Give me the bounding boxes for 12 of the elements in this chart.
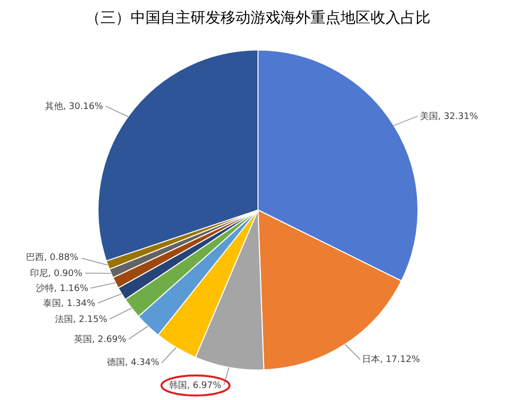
slice-label: 韩国, 6.97% (169, 380, 222, 391)
slice-label: 泰国, 1.34% (43, 298, 96, 309)
slice-label: 巴西, 0.88% (26, 253, 79, 263)
chart-title: （三）中国自主研发移动游戏海外重点地区收入占比 (86, 8, 430, 26)
slice-label: 德国, 4.34% (107, 357, 160, 368)
slice-label: 印尼, 0.90% (30, 268, 83, 279)
slice-label: 其他, 30.16% (45, 101, 104, 112)
slice-label: 沙特, 1.16% (36, 283, 89, 294)
slice-label: 美国, 32.31% (420, 111, 478, 122)
slice-label: 法国, 2.15% (55, 314, 108, 325)
slice-label: 英国, 2.69% (74, 334, 127, 345)
slice-label: 日本, 17.12% (362, 354, 420, 365)
